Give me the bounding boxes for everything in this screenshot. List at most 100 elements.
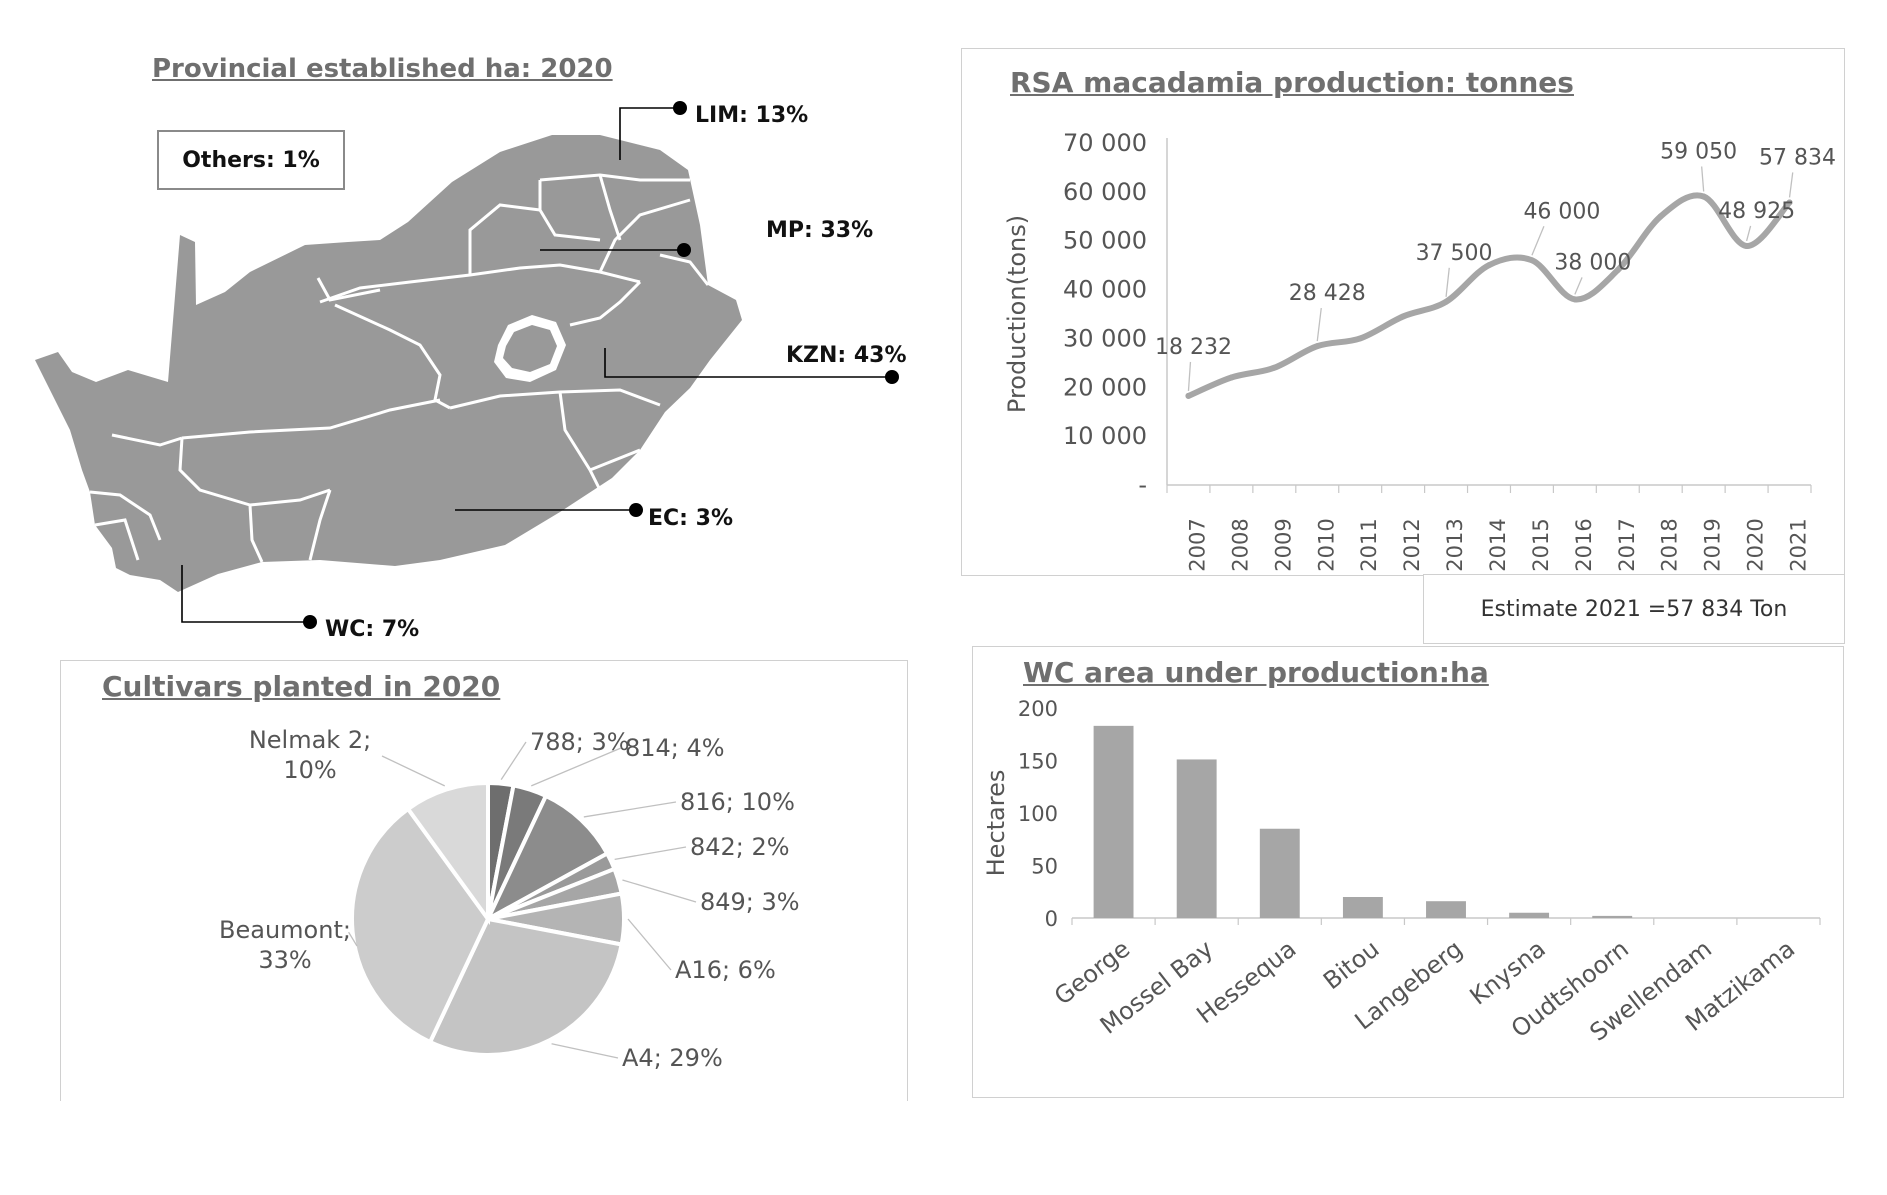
pie-label-leader [583,801,677,818]
y-tick-label: 30 000 [1063,324,1147,352]
x-tick-label: 2011 [1357,518,1381,571]
cultivars-pie-chart: 788; 3%814; 4% 816; 10% 842; 2% 849; 3% A16;… [219,726,800,1072]
country-outline [35,135,742,592]
pie-label-leader [622,879,697,903]
pie-label-leader [348,931,358,947]
pie-label-leader [551,1043,619,1059]
leader-lines [181,107,892,623]
estimate-note: Estimate 2021 =57 834 Ton [1480,596,1788,622]
x-tick-label: 2013 [1443,518,1467,571]
production-data-point [1786,199,1793,206]
data-label-leader [1574,277,1583,295]
y-tick-label: 70 000 [1063,129,1147,157]
y-tick-label: 200 [1018,697,1058,721]
pie-slice [427,916,624,1057]
production-data-label: 38 000 [1554,250,1631,275]
pie-slice-label: 816; 10% [680,788,795,816]
y-axis-title: Hectares [982,770,1010,877]
x-tick-label: 2016 [1572,518,1596,571]
production-data-point [1743,242,1750,249]
pie-slice-label: A4; 29% [622,1044,723,1072]
x-tick-label: 2009 [1271,518,1295,571]
production-series-line [1185,192,1793,399]
data-label-leader [1316,308,1322,342]
production-data-point [1314,343,1321,350]
production-data-point [1614,267,1621,274]
bar [1342,897,1383,918]
province-borders [89,173,710,563]
cultivars-title: Cultivars planted in 2020 [102,670,501,703]
y-tick-label: 50 [1031,855,1058,879]
pie-label-leader [381,755,446,787]
province-label-wc: WC: 7% [325,617,420,642]
data-label-leader [1788,172,1794,198]
data-label-leader [1701,166,1705,192]
pie-label-leader [614,846,687,861]
production-data-point [1700,193,1707,200]
production-data-point [1486,262,1492,269]
y-tick-label: 50 000 [1063,227,1147,255]
pie-label-leader [627,918,672,971]
production-data-label: 59 050 [1660,139,1737,164]
production-data-point [1528,257,1535,264]
province-label-kzn: KZN: 43% [786,343,907,368]
estimate-box: Estimate 2021 =57 834 Ton [1423,574,1845,644]
province-label-mp: MP: 33% [766,218,874,243]
pie-slice-label: 814; 4% [625,734,725,762]
province-label-ec: EC: 3% [648,506,733,531]
y-tick-label: 100 [1018,802,1058,826]
production-panel [961,48,1845,576]
x-tick-label: 2015 [1529,518,1553,571]
x-tick-label: Bitou [1318,935,1384,996]
production-data-label: 57 834 [1759,145,1836,170]
data-label-leader [1445,267,1450,297]
leader-dots [303,101,899,629]
production-data-point [1228,374,1235,381]
pie-slice [350,806,491,1045]
y-axis-title: Production(tons) [1003,215,1031,413]
data-label-leader [1187,361,1192,391]
x-tick-label: 2008 [1228,518,1252,571]
x-tick-label: 2020 [1744,518,1768,571]
production-data-label: 37 500 [1416,241,1493,266]
production-data-label: 46 000 [1523,199,1600,224]
province-label-lim: LIM: 13% [695,103,809,128]
pie-label-leader [531,747,622,787]
south-africa-map [35,101,899,629]
y-tick-label: 20 000 [1063,373,1147,401]
x-tick-label: 2007 [1185,518,1209,571]
production-data-point [1271,364,1278,371]
bar [1426,901,1466,918]
production-data-point [1185,392,1192,399]
pie-slice-label: Nelmak 2; 10% [249,726,371,784]
x-tick-label: 2017 [1615,518,1639,571]
production-data-label: 28 428 [1289,281,1366,306]
y-tick-label: 60 000 [1063,178,1147,206]
y-tick-label: 0 [1045,907,1058,931]
pie-label-leader [500,741,527,780]
x-tick-label: 2021 [1787,518,1811,571]
x-tick-label: 2019 [1701,518,1725,571]
others-box: Others: 1% [157,130,345,190]
map-title: Provincial established ha: 2020 [152,54,613,84]
pie-slice [405,780,490,926]
wc-area-title: WC area under production:ha [1023,656,1489,689]
production-data-label: 18 232 [1155,335,1232,360]
production-data-point [1357,335,1364,342]
x-tick-label: 2010 [1314,518,1338,571]
production-data-point [1571,296,1578,303]
bar [1176,759,1217,918]
y-tick-label: 40 000 [1063,276,1147,304]
bar [1509,912,1550,918]
bar [1259,828,1300,918]
data-label-leader [1531,226,1545,256]
bar [1093,725,1134,918]
pie-slice-label: 849; 3% [700,888,800,916]
pie-slice-label: 788; 3% [530,728,630,756]
production-data-point [1400,313,1407,320]
y-tick-label: 10 000 [1063,422,1147,450]
bar [1592,915,1633,918]
production-data-label: 48 925 [1718,199,1795,224]
others-label: Others: 1% [182,147,320,173]
production-data-point [1657,213,1664,220]
